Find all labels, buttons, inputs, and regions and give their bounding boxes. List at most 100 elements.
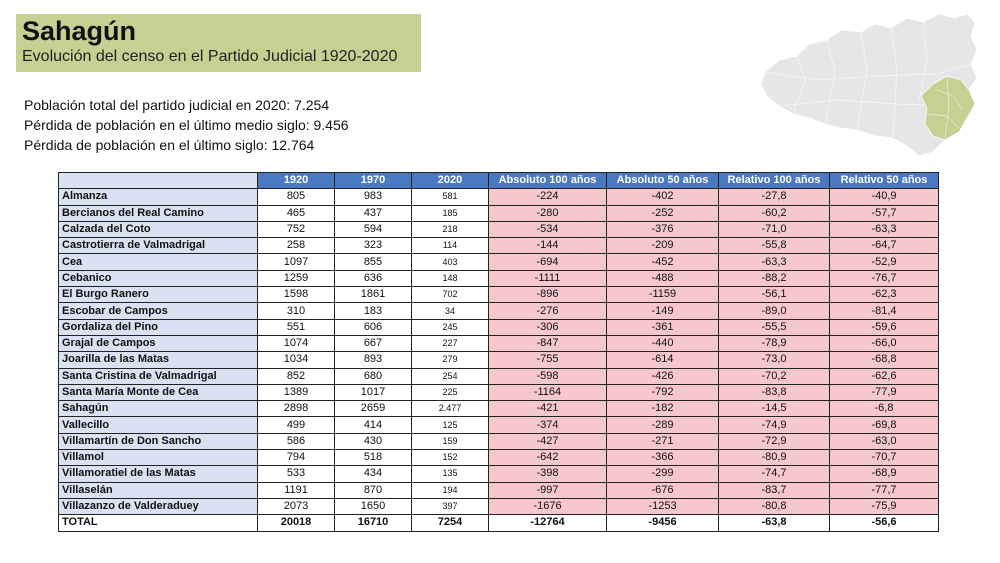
change-cell: -289	[606, 416, 719, 434]
table-row: Sahagún 2898 2659 2.477 -421 -182 -14,5 -6,8	[58, 400, 939, 418]
change-cell: -77,7	[829, 481, 939, 499]
change-cell: -271	[606, 432, 719, 451]
municipality-name: Cea	[58, 253, 258, 271]
population-cell: 183	[334, 302, 412, 320]
population-cell: 279	[411, 351, 489, 369]
population-cell: 551	[257, 318, 335, 336]
population-cell: 310	[257, 302, 335, 320]
change-cell: -1111	[488, 269, 607, 288]
table-row: El Burgo Ranero 1598 1861 702 -896 -1159 -56,1…	[58, 286, 939, 304]
change-cell: -57,7	[829, 204, 939, 222]
population-cell: 794	[257, 449, 335, 467]
population-cell: 1191	[257, 481, 335, 499]
column-header: Absoluto 100 años	[488, 171, 607, 190]
change-cell: -440	[606, 334, 719, 353]
population-cell: 1389	[257, 383, 335, 402]
change-cell: -366	[606, 449, 719, 467]
change-cell: -755	[488, 351, 607, 369]
population-cell: 159	[411, 432, 489, 451]
population-cell: 16710	[334, 514, 412, 532]
stat-total-2020: Población total del partido judicial en …	[24, 97, 330, 113]
stat-loss-100: Pérdida de población en el último siglo:…	[24, 137, 315, 153]
change-cell: -69,8	[829, 416, 939, 434]
population-cell: 870	[334, 481, 412, 499]
change-cell: -421	[488, 400, 607, 418]
change-cell: -63,3	[718, 253, 830, 271]
change-cell: -52,9	[829, 253, 939, 271]
municipality-name: Escobar de Campos	[58, 302, 258, 320]
total-row: TOTAL 20018 16710 7254 -12764 -9456 -63,8 -56,6	[58, 514, 939, 532]
change-cell: -88,2	[718, 269, 830, 288]
sahagun-district-highlight	[920, 75, 976, 141]
column-header: Relativo 50 años	[829, 171, 939, 190]
population-cell: 323	[334, 237, 412, 255]
page-title: Sahagún	[22, 16, 137, 46]
population-cell: 20018	[257, 514, 335, 532]
population-cell: 254	[411, 367, 489, 385]
municipality-name: Santa María Monte de Cea	[58, 383, 258, 402]
change-cell: -62,3	[829, 286, 939, 304]
change-cell: -9456	[606, 514, 719, 532]
population-cell: 1598	[257, 286, 335, 304]
population-cell: 983	[334, 188, 412, 206]
municipality-name: Villamartín de Don Sancho	[58, 432, 258, 451]
change-cell: -56,1	[718, 286, 830, 304]
population-cell: 752	[257, 220, 335, 239]
column-header: Absoluto 50 años	[606, 171, 719, 190]
change-cell: -74,7	[718, 465, 830, 483]
change-cell: -68,9	[829, 465, 939, 483]
change-cell: -80,9	[718, 449, 830, 467]
change-cell: -55,5	[718, 318, 830, 336]
change-cell: -1253	[606, 497, 719, 516]
change-cell: -63,0	[829, 432, 939, 451]
municipality-name: Castrotierra de Valmadrigal	[58, 237, 258, 255]
population-cell: 893	[334, 351, 412, 369]
change-cell: -280	[488, 204, 607, 222]
population-cell: 218	[411, 220, 489, 239]
table-row: Joarilla de las Matas 1034 893 279 -755 -614-…	[58, 351, 939, 369]
province-map-icon	[760, 13, 978, 157]
change-cell: -68,8	[829, 351, 939, 369]
population-cell: 1034	[257, 351, 335, 369]
population-cell: 397	[411, 497, 489, 516]
population-cell: 2659	[334, 400, 412, 418]
population-cell: 805	[257, 188, 335, 206]
table-row: Cebanico 1259 636 148 -1111 -488 -88,2 -76,7	[58, 269, 939, 288]
population-cell: 680	[334, 367, 412, 385]
change-cell: -1676	[488, 497, 607, 516]
change-cell: -70,7	[829, 449, 939, 467]
title-banner: Sahagún Evolución del censo en el Partid…	[16, 14, 421, 72]
change-cell: -72,9	[718, 432, 830, 451]
population-cell: 586	[257, 432, 335, 451]
change-cell: -694	[488, 253, 607, 271]
municipality-name: TOTAL	[58, 514, 258, 532]
population-cell: 185	[411, 204, 489, 222]
change-cell: -427	[488, 432, 607, 451]
municipality-name: Sahagún	[58, 400, 258, 418]
change-cell: -534	[488, 220, 607, 239]
change-cell: -374	[488, 416, 607, 434]
change-cell: -896	[488, 286, 607, 304]
population-cell: 702	[411, 286, 489, 304]
population-cell: 437	[334, 204, 412, 222]
population-cell: 518	[334, 449, 412, 467]
change-cell: -452	[606, 253, 719, 271]
municipality-name: Cebanico	[58, 269, 258, 288]
population-cell: 2.477	[411, 400, 489, 418]
change-cell: -997	[488, 481, 607, 499]
table-row: Escobar de Campos 310 183 34 -276 -149 -89,0 -8…	[58, 302, 939, 320]
change-cell: -598	[488, 367, 607, 385]
municipality-name: Grajal de Campos	[58, 334, 258, 353]
population-cell: 194	[411, 481, 489, 499]
summary-stats: Población total del partido judicial en …	[24, 95, 349, 155]
population-cell: 135	[411, 465, 489, 483]
population-cell: 465	[257, 204, 335, 222]
change-cell: -71,0	[718, 220, 830, 239]
column-header: 1970	[334, 171, 412, 190]
population-cell: 7254	[411, 514, 489, 532]
column-header: 1920	[257, 171, 335, 190]
change-cell: -224	[488, 188, 607, 206]
population-cell: 1097	[257, 253, 335, 271]
municipality-name: Almanza	[58, 188, 258, 206]
change-cell: -488	[606, 269, 719, 288]
